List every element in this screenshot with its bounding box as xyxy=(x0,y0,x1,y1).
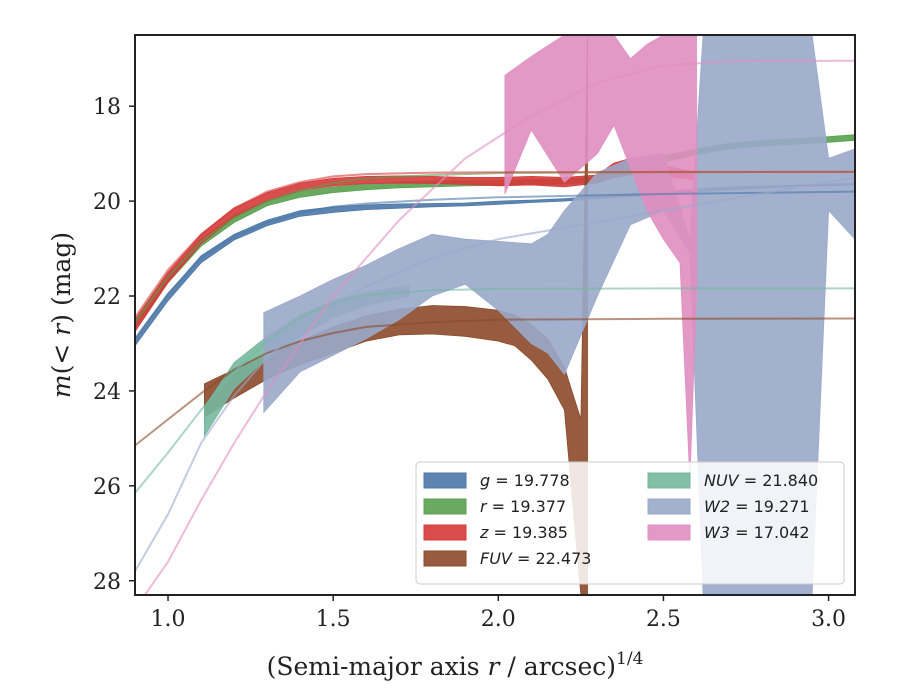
g-model-curve xyxy=(135,190,855,340)
legend-swatch-w3 xyxy=(647,524,691,541)
w3-model-curve xyxy=(143,59,855,595)
legend-swatch-g xyxy=(423,472,467,489)
w2-profile-band xyxy=(263,35,855,595)
x-tick-label: 3.0 xyxy=(811,607,846,632)
nuv-model-curve xyxy=(135,287,855,494)
legend-label-w2: W2 = 19.271 xyxy=(704,497,810,516)
y-tick-label: 18 xyxy=(93,95,121,120)
legend-swatch-nuv xyxy=(647,472,691,489)
legend-label-r: r = 19.377 xyxy=(480,497,566,516)
y-axis-title: m(< r) (mag) xyxy=(47,232,76,398)
y-tick-label: 24 xyxy=(93,380,121,405)
x-tick-label: 1.0 xyxy=(151,607,186,632)
x-tick-label: 2.0 xyxy=(481,607,516,632)
legend-swatch-fuv xyxy=(423,550,467,567)
w2-model-curve xyxy=(135,176,855,572)
legend-label-z: z = 19.385 xyxy=(479,523,568,542)
fuv-model-curve xyxy=(135,317,855,447)
x-axis: 1.0 1.5 2.0 2.5 3.0 xyxy=(151,595,846,632)
legend-swatch-z xyxy=(423,524,467,541)
x-axis-title: (Semi-major axis r / arcsec)1/4 xyxy=(267,649,644,681)
g-profile-band xyxy=(135,182,855,347)
legend: g = 19.778 r = 19.377 z = 19.385 FUV = 22.4… xyxy=(415,461,845,585)
legend-swatch-r xyxy=(423,498,467,515)
legend-label-w3: W3 = 17.042 xyxy=(704,523,810,542)
x-tick-label: 1.5 xyxy=(316,607,351,632)
y-tick-label: 22 xyxy=(93,285,121,310)
legend-box xyxy=(415,461,845,585)
y-tick-label: 26 xyxy=(93,475,121,500)
y-tick-label: 28 xyxy=(93,570,121,595)
z-model-curve xyxy=(135,170,855,318)
y-tick-label: 20 xyxy=(93,190,121,215)
model-curves-layer xyxy=(135,59,855,595)
legend-label-nuv: NUV = 21.840 xyxy=(704,471,818,490)
y-axis: 18 20 22 24 26 28 xyxy=(93,95,135,595)
x-axis-title-exponent: 1/4 xyxy=(616,649,643,669)
w3-profile-band xyxy=(504,35,697,482)
plot-frame xyxy=(134,34,856,596)
x-tick-label: 2.5 xyxy=(646,607,681,632)
legend-label-g: g = 19.778 xyxy=(480,471,570,490)
legend-swatch-w2 xyxy=(647,498,691,515)
legend-label-fuv: FUV = 22.473 xyxy=(480,549,591,568)
